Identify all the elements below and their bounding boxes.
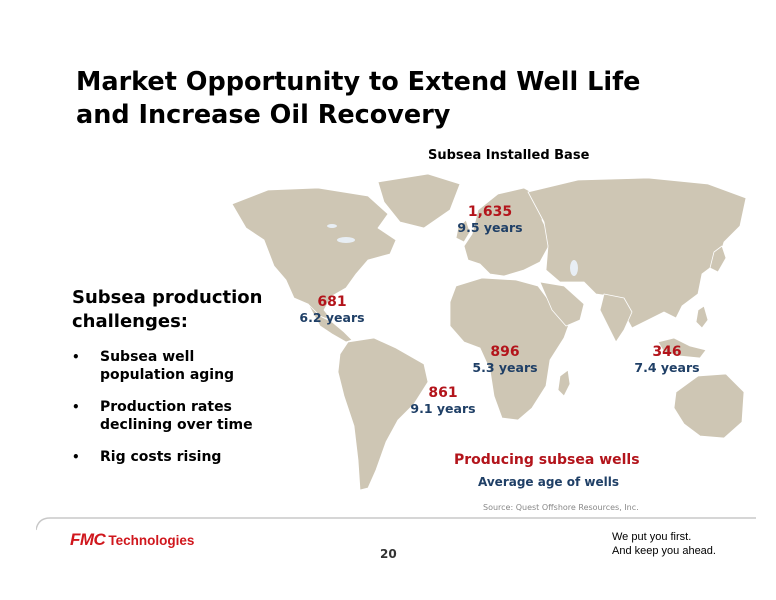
region-stat-west-africa: 896 5.3 years (468, 344, 542, 375)
logo-wordmark: Technologies (108, 533, 195, 548)
greenland-shape (377, 173, 461, 229)
list-item-line-1: Rig costs rising (100, 449, 222, 465)
average-age: 7.4 years (634, 360, 700, 375)
list-item-line-1: Production rates (100, 399, 232, 415)
company-slogan: We put you first. And keep you ahead. (612, 530, 716, 558)
fmc-logo: FMC Technologies (70, 530, 194, 556)
well-count: 1,635 (467, 204, 513, 220)
average-age: 6.2 years (299, 310, 365, 325)
page-number: 20 (380, 547, 397, 561)
bullet-icon: • (72, 350, 80, 364)
average-age: 5.3 years (472, 360, 538, 375)
list-item: • Rig costs rising (72, 448, 270, 466)
challenges-list: • Subsea well population aging • Product… (72, 348, 270, 480)
australia-shape (673, 373, 745, 439)
average-age: 9.5 years (457, 220, 523, 235)
philippines-shape (695, 305, 709, 329)
region-stat-north-sea: 1,635 9.5 years (455, 204, 525, 235)
lake-shape (327, 224, 337, 228)
south-america-shape (337, 337, 429, 491)
well-count: 861 (428, 385, 458, 401)
legend-producing-wells: Producing subsea wells (454, 452, 640, 468)
title-line-2: and Increase Oil Recovery (76, 100, 451, 130)
india-shape (599, 293, 633, 343)
list-item-line-2: declining over time (100, 417, 253, 433)
slide-title: Market Opportunity to Extend Well Life a… (76, 66, 676, 132)
footer-divider (36, 517, 756, 531)
slogan-line-2: And keep you ahead. (612, 545, 716, 557)
region-stat-brazil: 861 9.1 years (406, 385, 480, 416)
average-age: 9.1 years (410, 401, 476, 416)
map-title: Subsea Installed Base (428, 148, 590, 163)
uk-shape (455, 219, 471, 243)
arabia-shape (539, 281, 585, 327)
region-stat-gulf-of-mexico: 681 6.2 years (296, 294, 368, 325)
list-item-line-1: Subsea well (100, 349, 195, 365)
legend-average-age: Average age of wells (478, 475, 619, 489)
list-item: • Production rates declining over time (72, 398, 270, 434)
challenges-heading: Subsea production challenges: (72, 286, 262, 334)
madagascar-shape (557, 369, 571, 397)
challenges-heading-line-1: Subsea production (72, 287, 263, 308)
world-map (231, 173, 747, 491)
region-stat-asia-pacific: 346 7.4 years (630, 344, 704, 375)
challenges-heading-line-2: challenges: (72, 311, 188, 332)
list-item: • Subsea well population aging (72, 348, 270, 384)
asia-shape (527, 177, 747, 329)
bullet-icon: • (72, 450, 80, 464)
title-line-1: Market Opportunity to Extend Well Life (76, 67, 641, 97)
north-america-shape (231, 187, 397, 321)
caspian-shape (570, 260, 578, 276)
well-count: 346 (652, 344, 682, 360)
central-america-shape (307, 303, 353, 343)
source-note: Source: Quest Offshore Resources, Inc. (483, 503, 639, 512)
indonesia-shape (657, 337, 707, 359)
well-count: 896 (490, 344, 520, 360)
lake-shape (337, 237, 355, 243)
well-count: 681 (317, 294, 347, 310)
slogan-line-1: We put you first. (612, 531, 692, 543)
bullet-icon: • (72, 400, 80, 414)
list-item-line-2: population aging (100, 367, 235, 383)
logo-mark: FMC (70, 530, 106, 549)
europe-shape (463, 187, 553, 277)
japan-shape (709, 245, 727, 273)
africa-shape (449, 277, 573, 421)
